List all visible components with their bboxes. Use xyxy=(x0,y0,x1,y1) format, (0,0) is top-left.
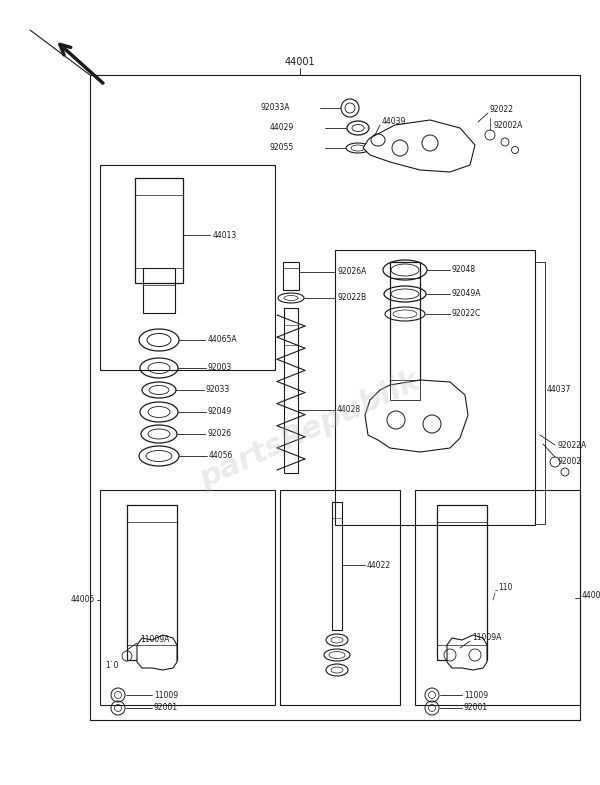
Text: 92003: 92003 xyxy=(208,363,232,373)
Text: 11009: 11009 xyxy=(464,691,488,699)
Bar xyxy=(280,490,400,705)
Bar xyxy=(283,262,299,290)
Text: 44065A: 44065A xyxy=(208,335,238,345)
Bar xyxy=(143,268,175,313)
Text: 44006: 44006 xyxy=(582,590,600,600)
Text: 44005: 44005 xyxy=(71,596,95,604)
Text: 92033A: 92033A xyxy=(260,104,290,112)
Text: partsRepublik: partsRepublik xyxy=(195,367,425,494)
Text: 92002: 92002 xyxy=(557,458,581,466)
Text: 44037: 44037 xyxy=(547,385,571,395)
Bar xyxy=(135,178,183,283)
Text: 110: 110 xyxy=(498,582,512,592)
Text: 44001: 44001 xyxy=(284,57,316,67)
Bar xyxy=(390,380,420,400)
Bar xyxy=(332,502,342,630)
Text: 44013: 44013 xyxy=(213,231,237,239)
Text: 44056: 44056 xyxy=(209,451,233,461)
Bar xyxy=(127,505,177,660)
Polygon shape xyxy=(363,120,475,172)
Bar xyxy=(335,250,535,525)
Bar xyxy=(284,308,298,473)
Text: 11009: 11009 xyxy=(154,691,178,699)
Text: 92022A: 92022A xyxy=(557,440,586,450)
Text: 92022B: 92022B xyxy=(337,294,366,302)
Polygon shape xyxy=(365,380,468,452)
Text: 44039: 44039 xyxy=(382,118,406,126)
Text: 1`0: 1`0 xyxy=(105,660,119,670)
Text: 92022C: 92022C xyxy=(452,309,481,319)
Text: 92001: 92001 xyxy=(154,703,178,713)
Text: 44029: 44029 xyxy=(270,123,294,133)
Text: 92026: 92026 xyxy=(207,429,231,439)
Bar xyxy=(437,505,487,660)
Text: 92049A: 92049A xyxy=(452,290,482,298)
Bar xyxy=(415,490,580,705)
Text: 44028: 44028 xyxy=(337,406,361,414)
Text: 92026A: 92026A xyxy=(337,268,367,276)
Text: 11009A: 11009A xyxy=(472,633,502,642)
Text: 92022: 92022 xyxy=(490,105,514,115)
Bar xyxy=(100,165,275,370)
Text: 11009A: 11009A xyxy=(140,636,169,644)
Polygon shape xyxy=(137,635,177,670)
Bar xyxy=(100,490,275,705)
Text: 92001: 92001 xyxy=(464,703,488,713)
Polygon shape xyxy=(447,635,487,670)
Bar xyxy=(390,262,420,410)
Text: 92048: 92048 xyxy=(452,265,476,275)
Text: 92049: 92049 xyxy=(208,407,232,417)
Text: 44022: 44022 xyxy=(367,560,391,569)
Text: 92055: 92055 xyxy=(270,144,294,152)
Text: 92002A: 92002A xyxy=(494,121,523,130)
Text: 92033: 92033 xyxy=(206,385,230,395)
